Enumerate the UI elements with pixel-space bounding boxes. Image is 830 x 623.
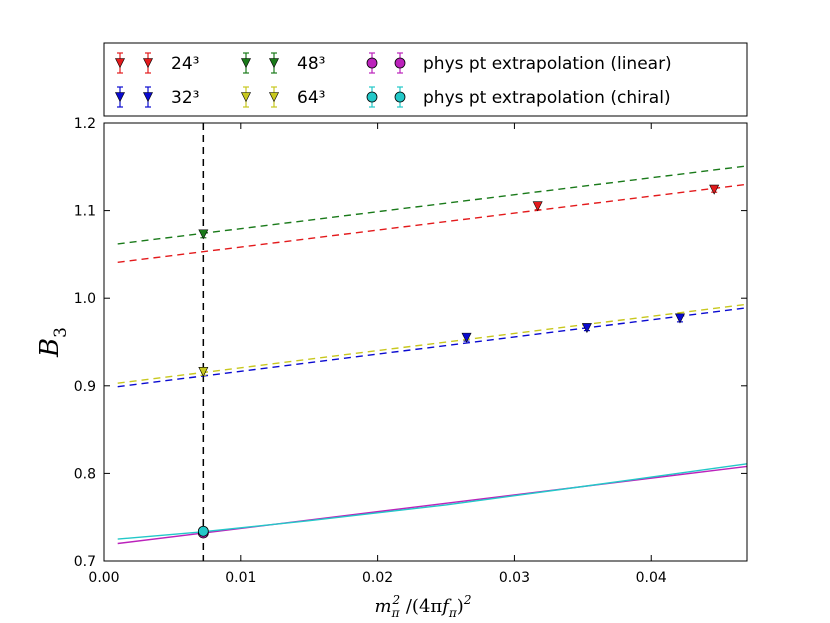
data-point-2-0-triangle xyxy=(198,229,209,240)
x-tick-label-3: 0.03 xyxy=(499,570,530,586)
y-tick-label-5: 1.2 xyxy=(74,116,96,132)
data-point-1-0-triangle xyxy=(461,332,472,343)
x-tick-label-4: 0.04 xyxy=(636,570,667,586)
legend-label-0: 24³ xyxy=(171,54,199,74)
legend-marker-a-5 xyxy=(366,86,378,108)
legend-marker-b-5-circle xyxy=(394,91,406,103)
legend-marker-b-0 xyxy=(143,52,153,74)
legend-marker-a-5-circle xyxy=(366,91,378,103)
y-tick-label-4: 1.1 xyxy=(74,204,96,220)
legend-marker-a-1-triangle xyxy=(115,92,125,103)
svg-text:B3: B3 xyxy=(35,327,71,358)
legend-marker-b-3 xyxy=(269,86,279,108)
legend-marker-b-2-triangle xyxy=(269,58,279,69)
y-tick-label-1: 0.8 xyxy=(74,466,96,482)
y-tick-label-3: 1.0 xyxy=(74,291,96,307)
legend-marker-a-1 xyxy=(115,86,125,108)
data-point-1-2 xyxy=(674,313,685,324)
y-tick-label-2: 0.9 xyxy=(74,379,96,395)
legend-box xyxy=(103,42,748,117)
data-point-0-0-triangle xyxy=(532,201,543,212)
legend-marker-a-2-triangle xyxy=(241,58,251,69)
data-point-5-0-circle xyxy=(197,525,209,537)
data-point-3-0 xyxy=(198,366,209,377)
fit-line-5 xyxy=(117,463,747,540)
legend-marker-a-4 xyxy=(366,52,378,74)
legend-marker-b-1-triangle xyxy=(143,92,153,103)
legend-marker-b-5 xyxy=(394,86,406,108)
fit-line-3 xyxy=(117,303,747,384)
data-point-0-0 xyxy=(532,201,543,212)
plot-frame xyxy=(103,122,748,562)
x-tick-label-2: 0.02 xyxy=(362,570,393,586)
data-point-2-0 xyxy=(198,229,209,240)
legend-marker-b-3-triangle xyxy=(269,92,279,103)
legend-marker-b-0-triangle xyxy=(143,58,153,69)
x-tick-label-1: 0.01 xyxy=(225,570,256,586)
fit-line-2 xyxy=(117,165,747,245)
plot-inner xyxy=(117,123,747,561)
fit-line-1 xyxy=(117,307,747,388)
legend: 24³ 32³ 48³ 64³ phys pt extrapolation (linea… xyxy=(103,42,748,117)
legend-marker-a-3-triangle xyxy=(241,92,251,103)
data-point-1-2-triangle xyxy=(674,313,685,324)
x-axis-label: mπ2 /(4πfπ)2 xyxy=(375,593,472,620)
legend-label-4: phys pt extrapolation (linear) xyxy=(423,54,672,74)
fit-line-0 xyxy=(117,183,747,263)
y-axis: 0.7 0.8 0.9 1.0 1.1 1.2 xyxy=(74,116,747,570)
legend-marker-b-4 xyxy=(394,52,406,74)
plot-area xyxy=(103,122,748,562)
x-tick-label-0: 0.00 xyxy=(88,570,119,586)
legend-marker-a-0 xyxy=(115,52,125,74)
legend-label-5: phys pt extrapolation (chiral) xyxy=(423,88,671,108)
data-point-1-1 xyxy=(581,323,592,334)
svg-text:mπ2 /(4πfπ)2: mπ2 /(4πfπ)2 xyxy=(375,593,472,620)
y-tick-label-0: 0.7 xyxy=(74,554,96,570)
legend-marker-b-1 xyxy=(143,86,153,108)
data-point-0-1-triangle xyxy=(709,184,720,195)
legend-label-2: 48³ xyxy=(297,54,325,74)
data-point-0-1 xyxy=(709,184,720,195)
legend-marker-b-4-circle xyxy=(394,57,406,69)
legend-marker-a-0-triangle xyxy=(115,58,125,69)
fit-line-4 xyxy=(117,465,747,545)
x-axis: 0.00 0.01 0.02 0.03 0.04 xyxy=(88,123,667,586)
legend-label-1: 32³ xyxy=(171,88,199,108)
data-point-1-1-triangle xyxy=(581,323,592,334)
y-axis-label: B3 xyxy=(35,327,71,358)
legend-marker-b-2 xyxy=(269,52,279,74)
legend-marker-a-4-circle xyxy=(366,57,378,69)
legend-label-3: 64³ xyxy=(297,88,325,108)
data-point-1-0 xyxy=(461,332,472,343)
legend-marker-a-2 xyxy=(241,52,251,74)
data-point-3-0-triangle xyxy=(198,366,209,377)
legend-marker-a-3 xyxy=(241,86,251,108)
data-point-5-0 xyxy=(197,525,209,537)
